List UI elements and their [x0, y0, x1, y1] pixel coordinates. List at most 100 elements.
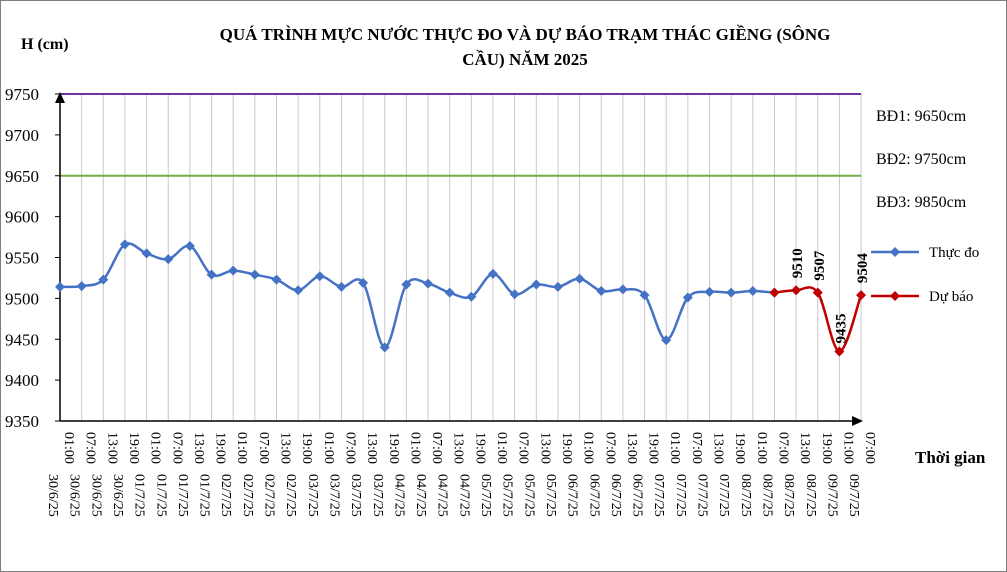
- series-marker-1: [596, 286, 607, 297]
- series-marker-1: [682, 292, 693, 303]
- x-tick-label-time: 19:00: [386, 432, 401, 464]
- series-marker-1: [336, 281, 347, 292]
- x-tick-label-date: 02/7/25: [262, 474, 277, 517]
- series-marker-1: [401, 279, 412, 290]
- x-tick-label-time: 13:00: [104, 432, 119, 464]
- x-tick-label-date: 02/7/25: [240, 474, 255, 517]
- x-tick-label-date: 07/7/25: [673, 474, 688, 517]
- x-tick-label-date: 30/6/25: [110, 474, 125, 517]
- y-tick-label: 9750: [5, 85, 39, 104]
- series-marker-1: [98, 274, 109, 285]
- x-tick-label-time: 07:00: [429, 432, 444, 464]
- series-marker-1: [531, 279, 542, 290]
- x-tick-label-time: 13:00: [364, 432, 379, 464]
- x-tick-label-time: 01:00: [667, 432, 682, 464]
- data-series: [55, 239, 867, 357]
- series-marker-1: [552, 281, 563, 292]
- legend-marker-1: [890, 247, 900, 257]
- series-marker-1: [249, 269, 260, 280]
- x-tick-label-time: 07:00: [689, 432, 704, 464]
- data-label: 9507: [812, 250, 828, 281]
- chart-title-line-1: QUÁ TRÌNH MỰC NƯỚC THỰC ĐO VÀ DỰ BÁO TRẠ…: [220, 25, 831, 44]
- reference-lines: [60, 93, 862, 177]
- x-tick-label-date: 08/7/25: [738, 474, 753, 517]
- x-tick-label-date: 30/6/25: [45, 474, 60, 517]
- x-tick-label-date: 09/7/25: [824, 474, 839, 517]
- y-tick-label: 9450: [5, 330, 39, 349]
- alarm-level-label: BĐ3: 9850cm: [876, 194, 967, 211]
- axes: [55, 92, 864, 426]
- x-tick-label-time: 13:00: [624, 432, 639, 464]
- series-marker-1: [293, 285, 304, 296]
- x-tick-labels: 01:0030/6/2507:0030/6/2513:0030/6/2519:0…: [45, 432, 877, 517]
- x-tick-label-time: 13:00: [451, 432, 466, 464]
- series-marker-2: [834, 346, 845, 357]
- alarm-levels: BĐ1: 9650cm BĐ2: 9750cm BĐ3: 9850cm: [876, 108, 967, 211]
- series-marker-1: [228, 265, 239, 276]
- series-marker-1: [466, 291, 477, 302]
- series-marker-1: [379, 342, 390, 353]
- series-marker-1: [488, 268, 498, 279]
- x-tick-label-date: 04/7/25: [413, 474, 428, 517]
- x-tick-label-time: 07:00: [775, 432, 790, 464]
- series-marker-1: [141, 248, 152, 259]
- x-tick-label-date: 05/7/25: [500, 474, 515, 517]
- x-axis-label: Thời gian: [915, 448, 986, 467]
- y-tick-label: 9400: [5, 371, 39, 390]
- data-label: 9510: [790, 248, 806, 278]
- y-tick-labels: 9350 9400 9450 9500 9550 9600 9650 9700 9750: [5, 85, 60, 431]
- x-tick-label-time: 07:00: [256, 432, 271, 464]
- x-tick-label-time: 13:00: [278, 432, 293, 464]
- y-axis-label: H (cm): [21, 36, 69, 53]
- x-tick-label-date: 02/7/25: [218, 474, 233, 517]
- x-tick-label-date: 01/7/25: [175, 474, 190, 517]
- data-label: 9504: [855, 253, 871, 284]
- x-tick-label-time: 19:00: [126, 432, 141, 464]
- chart-title-line-2: CẦU) NĂM 2025: [462, 50, 588, 69]
- legend-label-1: Thực đo: [929, 245, 979, 261]
- y-tick-label: 9650: [5, 167, 39, 186]
- x-tick-label-time: 13:00: [797, 432, 812, 464]
- series-marker-1: [314, 271, 325, 282]
- x-tick-label-time: 07:00: [83, 432, 98, 464]
- alarm-level-label: BĐ2: 9750cm: [876, 151, 967, 168]
- x-tick-label-time: 19:00: [819, 432, 834, 464]
- series-marker-1: [639, 290, 650, 301]
- x-tick-label-time: 13:00: [191, 432, 206, 464]
- x-tick-label-date: 06/7/25: [608, 474, 623, 517]
- x-tick-label-date: 02/7/25: [283, 474, 298, 517]
- x-tick-label-time: 01:00: [148, 432, 163, 464]
- x-tick-label-date: 03/7/25: [326, 474, 341, 517]
- x-tick-label-time: 13:00: [711, 432, 726, 464]
- series-marker-2: [769, 287, 780, 298]
- x-tick-label-time: 01:00: [581, 432, 596, 464]
- legend-marker-2: [890, 291, 900, 301]
- series-marker-1: [76, 281, 87, 292]
- x-tick-label-date: 09/7/25: [846, 474, 861, 517]
- x-tick-label-date: 01/7/25: [197, 474, 212, 517]
- x-tick-label-date: 01/7/25: [132, 474, 147, 517]
- x-tick-label-time: 19:00: [559, 432, 574, 464]
- x-tick-label-date: 05/7/25: [543, 474, 558, 517]
- x-tick-label-time: 01:00: [494, 432, 509, 464]
- x-tick-label-time: 01:00: [407, 432, 422, 464]
- x-tick-label-date: 08/7/25: [759, 474, 774, 517]
- series-marker-1: [271, 274, 282, 285]
- x-tick-label-date: 03/7/25: [370, 474, 385, 517]
- x-tick-label-time: 07:00: [516, 432, 531, 464]
- series-line-1: [59, 242, 775, 349]
- series-marker-2: [812, 287, 823, 298]
- x-tick-label-date: 01/7/25: [153, 474, 168, 517]
- x-tick-label-date: 06/7/25: [630, 474, 645, 517]
- series-marker-1: [747, 286, 758, 297]
- data-label: 9435: [833, 314, 849, 344]
- x-tick-label-time: 19:00: [732, 432, 747, 464]
- y-tick-label: 9550: [5, 249, 39, 268]
- x-tick-label-time: 19:00: [213, 432, 228, 464]
- x-tick-label-date: 07/7/25: [695, 474, 710, 517]
- x-tick-label-date: 04/7/25: [391, 474, 406, 517]
- x-tick-label-date: 08/7/25: [803, 474, 818, 517]
- x-tick-label-date: 05/7/25: [521, 474, 536, 517]
